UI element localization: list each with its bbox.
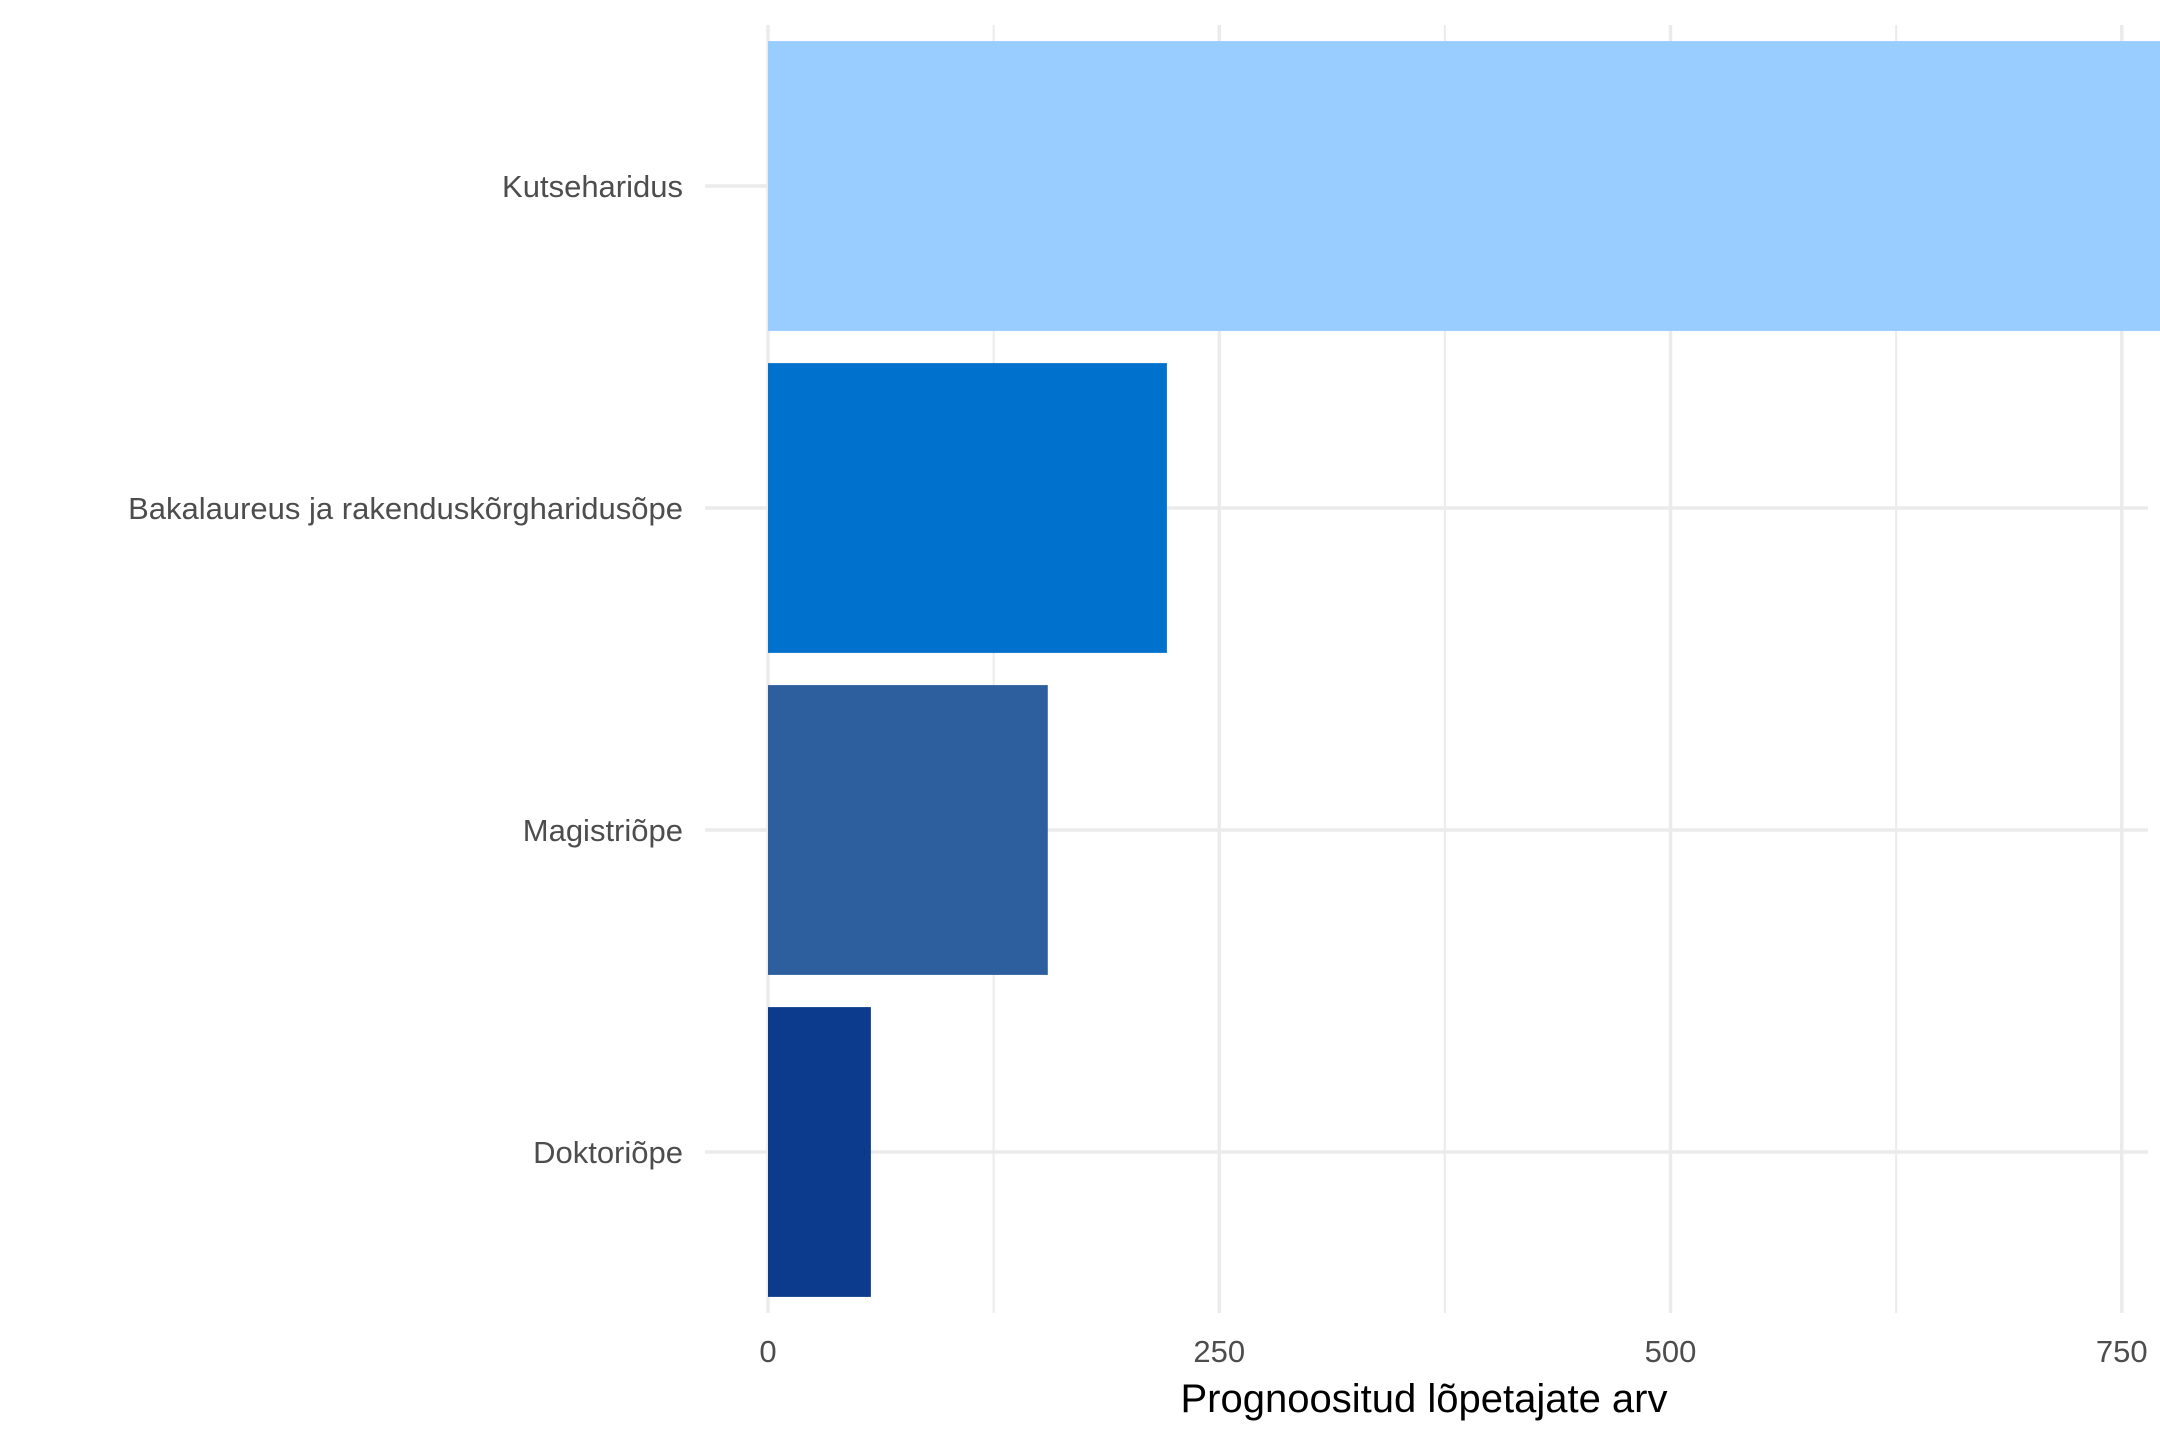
y-tick-label: Doktoriõpe xyxy=(533,1135,683,1170)
x-tick-label: 750 xyxy=(2096,1334,2148,1369)
bar xyxy=(768,41,2160,331)
x-axis-ticks: 0 250 500 750 xyxy=(759,1334,2147,1369)
bar xyxy=(768,685,1048,975)
y-tick-label: Kutseharidus xyxy=(502,169,683,204)
bars xyxy=(768,41,2160,1297)
bar xyxy=(768,363,1167,653)
x-tick-label: 0 xyxy=(759,1334,776,1369)
x-tick-label: 250 xyxy=(1193,1334,1245,1369)
x-axis-title: Prognoositud lõpetajate arv xyxy=(1181,1377,1668,1421)
y-axis-labels: Kutseharidus Bakalaureus ja rakenduskõrgh… xyxy=(128,169,683,1170)
x-tick-label: 500 xyxy=(1645,1334,1697,1369)
y-tick-label: Bakalaureus ja rakenduskõrgharidusõpe xyxy=(128,491,683,526)
y-tick-label: Magistriõpe xyxy=(523,813,683,848)
bar xyxy=(768,1007,871,1297)
